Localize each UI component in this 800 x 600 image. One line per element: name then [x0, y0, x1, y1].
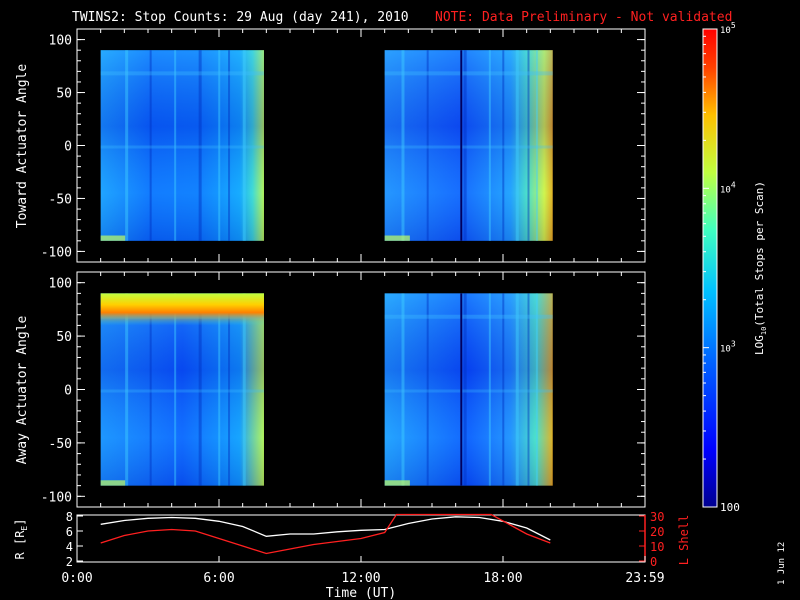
- chart-title: TWINS2: Stop Counts: 29 Aug (day 241), 2…: [72, 10, 409, 25]
- heatmap-high-count-band: [100, 293, 264, 326]
- heatmap-streak: [242, 50, 246, 241]
- away-ylabel: Away Actuator Angle: [15, 315, 30, 464]
- colorbar-tick-label: 105: [720, 21, 736, 36]
- ytick-label: -50: [49, 192, 72, 207]
- heatmap-shading: [384, 293, 553, 486]
- orbit-right-ylabel: L Shell: [677, 515, 691, 566]
- colorbar-ticks: 100 103 104 105: [703, 21, 740, 514]
- heatmap-band: [384, 314, 553, 319]
- orbit-lines: [100, 513, 551, 555]
- orbit-left-tick-label: 6: [66, 525, 73, 539]
- toward-ylabel: Toward Actuator Angle: [15, 64, 30, 229]
- heatmap-streak: [228, 50, 231, 241]
- ytick-label: 100: [49, 34, 72, 49]
- orbit-right-tick-label: 20: [650, 525, 664, 539]
- heatmap-streak: [149, 293, 152, 486]
- side-date: 1 Jun 12: [777, 542, 787, 585]
- heatmap-streak: [502, 50, 505, 241]
- ytick-label: -100: [41, 245, 72, 260]
- ytick-label: 100: [49, 277, 72, 292]
- colorbar: [702, 28, 718, 508]
- xtick-label: 0:00: [61, 571, 92, 586]
- heatmap-streak: [198, 50, 202, 241]
- ytick-label: 0: [64, 140, 72, 155]
- ytick-label: -50: [49, 437, 72, 452]
- heatmap-dark-streak: [460, 50, 463, 241]
- heatmap-streak: [174, 50, 177, 241]
- heatmap-shading: [100, 50, 264, 241]
- ytick-label: 50: [56, 87, 72, 102]
- heatmap-streak: [218, 50, 221, 241]
- orbit-left-tick-label: 2: [66, 555, 73, 569]
- heatmap-bottom-strip: [384, 235, 410, 241]
- heatmap-streak: [149, 50, 152, 241]
- heatmap-streak: [228, 293, 231, 486]
- heatmap-band: [384, 71, 553, 76]
- heatmap-streak: [488, 293, 491, 486]
- orbit-right-tick-label: 10: [650, 540, 664, 554]
- axes-layer: 100500-50-100100500-50-100246801020300:0…: [41, 29, 665, 586]
- radius-line: [100, 516, 551, 541]
- heatmap-streak: [527, 50, 530, 241]
- colorbar-label: LOG10(Total Stops per Scan): [753, 181, 768, 355]
- heatmap-streak: [125, 50, 129, 241]
- xtick-label: 6:00: [203, 571, 234, 586]
- heatmap-shading: [384, 50, 553, 241]
- heatmap-streak: [218, 293, 221, 486]
- heatmap-streak: [242, 293, 246, 486]
- heatmap-band: [100, 389, 264, 393]
- heatmap-streak: [463, 293, 467, 486]
- heatmap-streak: [198, 293, 202, 486]
- heatmap-bottom-strip: [100, 235, 126, 241]
- xtick-label: 23:59: [625, 571, 664, 586]
- heatmap-streak: [463, 50, 467, 241]
- preliminary-note: NOTE: Data Preliminary - Not validated: [435, 10, 732, 25]
- heatmap-streak: [535, 293, 538, 486]
- heatmap-streak: [174, 293, 177, 486]
- heatmap-streak: [488, 50, 491, 241]
- ytick-label: -100: [41, 490, 72, 505]
- l-shell-line: [100, 513, 551, 555]
- xtick-label: 12:00: [341, 571, 380, 586]
- heatmap-streak: [426, 293, 429, 486]
- colorbar-tick-label: 104: [720, 180, 736, 195]
- heatmap-streak: [401, 50, 405, 241]
- orbit-right-tick-label: 30: [650, 510, 664, 524]
- heatmap-streak: [515, 293, 519, 486]
- orbit-left-tick-label: 8: [66, 510, 73, 524]
- heatmap-streak: [401, 293, 405, 486]
- heatmap-band: [384, 389, 553, 393]
- heatmap-streak: [527, 293, 530, 486]
- orbit-left-tick-label: 4: [66, 540, 73, 554]
- colorbar-tick-label: 100: [720, 501, 740, 514]
- heatmap-dark-streak: [460, 293, 463, 486]
- orbit-left-ylabel: R [RE]: [13, 519, 29, 560]
- heatmap-bottom-strip: [100, 480, 126, 486]
- heatmap-streak: [426, 50, 429, 241]
- xaxis-label: Time (UT): [326, 586, 396, 600]
- heatmap-streak: [125, 293, 129, 486]
- orbit-right-tick-label: 0: [650, 555, 657, 569]
- heatmap-streak: [515, 50, 519, 241]
- heatmap-streak: [535, 50, 538, 241]
- xtick-label: 18:00: [483, 571, 522, 586]
- heatmap-band: [100, 145, 264, 149]
- heatmap-layer: [100, 50, 553, 486]
- ytick-label: 0: [64, 384, 72, 399]
- heatmap-streak: [502, 293, 505, 486]
- ytick-label: 50: [56, 330, 72, 345]
- colorbar-tick-label: 103: [720, 340, 736, 355]
- heatmap-band: [100, 71, 264, 76]
- heatmap-bottom-strip: [384, 480, 410, 486]
- heatmap-band: [384, 145, 553, 149]
